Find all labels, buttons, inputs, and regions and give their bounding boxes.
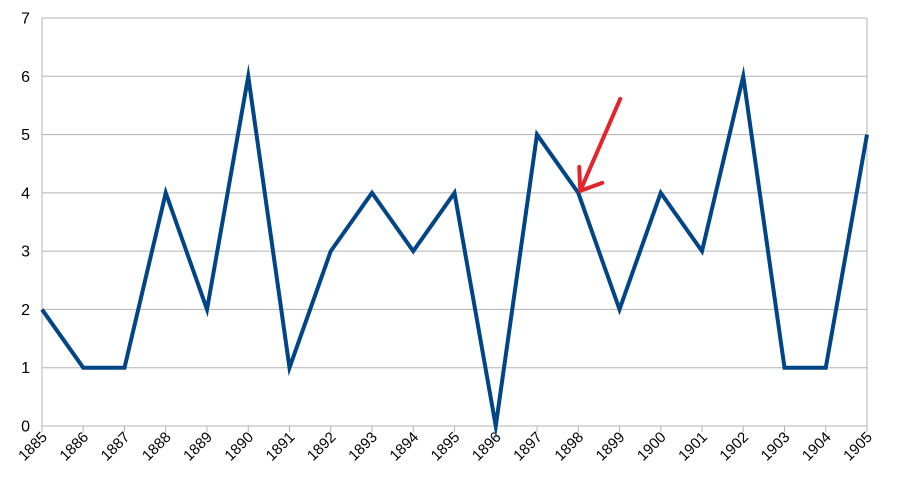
y-tick-label: 6 <box>21 69 30 86</box>
x-tick-label: 1894 <box>386 429 422 465</box>
x-tick-label: 1890 <box>221 429 257 465</box>
x-tick-label: 1888 <box>139 429 175 465</box>
y-tick-label: 5 <box>21 127 30 144</box>
x-tick-label: 1889 <box>180 429 216 465</box>
x-tick-label: 1903 <box>758 429 794 465</box>
arrow-head <box>577 164 605 193</box>
arrow-shaft <box>578 96 623 193</box>
x-tick-label: 1887 <box>98 429 134 465</box>
y-tick-label: 3 <box>21 244 30 261</box>
x-tick-label: 1897 <box>510 429 546 465</box>
x-tick-label: 1901 <box>675 429 711 465</box>
x-tick-label: 1893 <box>345 429 381 465</box>
annotation-layer <box>577 96 623 193</box>
x-axis-ticks: 1885 1886 1887 1888 1889 1890 1891 1892 1893 1894… <box>15 429 876 465</box>
y-tick-label: 2 <box>21 302 30 319</box>
y-tick-label: 0 <box>21 419 30 436</box>
x-tick-label: 1898 <box>551 429 587 465</box>
x-tick-label: 1900 <box>634 429 670 465</box>
y-tick-label: 7 <box>21 11 30 28</box>
x-tick-label: 1892 <box>304 429 340 465</box>
annotation-arrow <box>577 96 623 193</box>
y-axis-ticks: 0 1 2 3 4 5 6 7 <box>21 11 30 436</box>
x-tick-label: 1895 <box>428 429 464 465</box>
x-tick-label: 1899 <box>593 429 629 465</box>
y-tick-label: 4 <box>21 185 30 202</box>
y-tick-label: 1 <box>21 360 30 377</box>
x-tick-label: 1896 <box>469 429 505 465</box>
series-layer <box>40 63 869 439</box>
x-tick-label: 1905 <box>840 429 876 465</box>
x-tick-label: 1886 <box>56 429 92 465</box>
x-tick-label: 1902 <box>716 429 752 465</box>
x-tick-label: 1891 <box>263 429 299 465</box>
x-tick-label: 1904 <box>799 429 835 465</box>
